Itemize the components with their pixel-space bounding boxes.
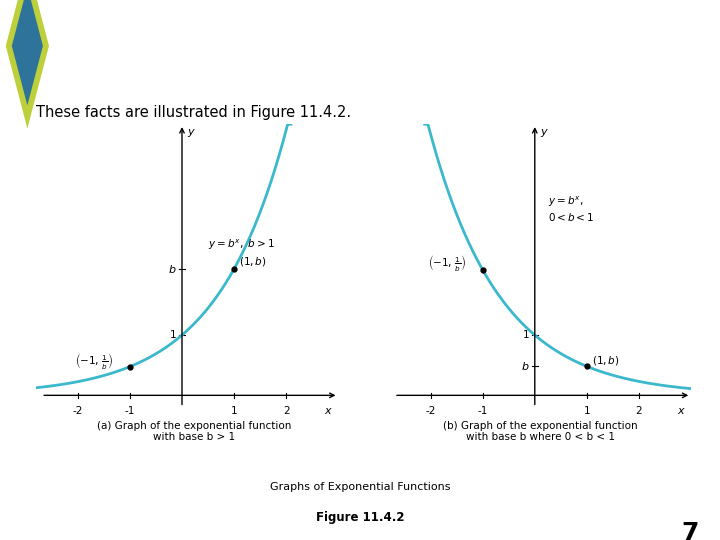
- Text: $x$: $x$: [324, 406, 333, 416]
- Text: -1: -1: [125, 406, 135, 416]
- Text: These facts are illustrated in Figure 11.4.2.: These facts are illustrated in Figure 11…: [36, 105, 351, 119]
- Text: -1: -1: [477, 406, 488, 416]
- Polygon shape: [6, 0, 49, 129]
- Text: 1: 1: [170, 330, 177, 340]
- Text: $b$: $b$: [168, 263, 177, 275]
- Text: $x$: $x$: [677, 406, 686, 416]
- Text: (b) Graph of the exponential function
with base b where 0 < b < 1: (b) Graph of the exponential function wi…: [443, 421, 637, 442]
- Text: 1: 1: [584, 406, 590, 416]
- Text: $y = b^x,$
$0 < b < 1$: $y = b^x,$ $0 < b < 1$: [548, 194, 594, 223]
- Polygon shape: [12, 0, 43, 105]
- Text: 7: 7: [681, 521, 698, 540]
- Text: $(1, b)$: $(1, b)$: [592, 354, 620, 367]
- Text: $y$: $y$: [187, 127, 196, 139]
- Text: 1: 1: [231, 406, 238, 416]
- Text: $\left(-1,\,\frac{1}{b}\right)$: $\left(-1,\,\frac{1}{b}\right)$: [75, 350, 114, 370]
- Text: $b$: $b$: [521, 360, 530, 373]
- Text: $(1, b)$: $(1, b)$: [239, 255, 267, 268]
- Text: -2: -2: [73, 406, 83, 416]
- Text: Graphs of Exponential Functions: Graphs of Exponential Functions: [270, 482, 450, 492]
- Text: $y = b^x,\ b > 1$: $y = b^x,\ b > 1$: [208, 238, 275, 252]
- Text: 2: 2: [283, 406, 289, 416]
- Text: 1: 1: [523, 330, 530, 340]
- Text: (a) Graph of the exponential function
with base b > 1: (a) Graph of the exponential function wi…: [97, 421, 292, 442]
- Text: -2: -2: [426, 406, 436, 416]
- Text: Figure 11.4.2: Figure 11.4.2: [316, 511, 404, 524]
- Text: 2: 2: [636, 406, 642, 416]
- Text: $y$: $y$: [540, 127, 549, 139]
- Text: $\left(-1,\,\frac{1}{b}\right)$: $\left(-1,\,\frac{1}{b}\right)$: [428, 253, 467, 273]
- Text: Graphs of Exponential Functions: Graphs of Exponential Functions: [54, 39, 562, 68]
